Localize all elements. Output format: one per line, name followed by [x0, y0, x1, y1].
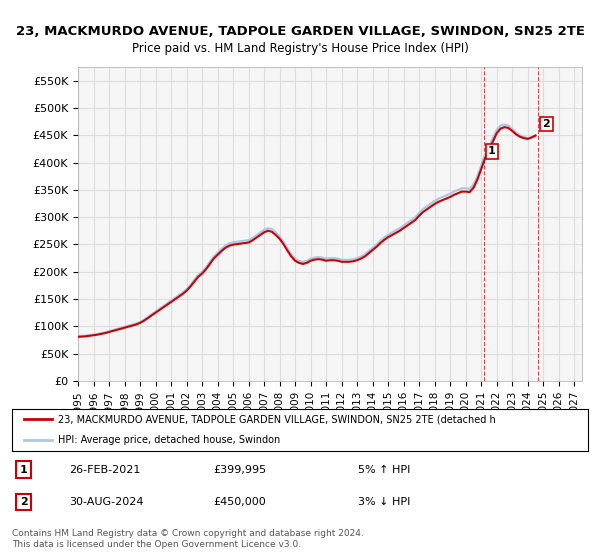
Text: 1: 1 — [488, 147, 496, 156]
Text: 2: 2 — [542, 119, 550, 129]
Text: 30-AUG-2024: 30-AUG-2024 — [70, 497, 144, 507]
Text: Price paid vs. HM Land Registry's House Price Index (HPI): Price paid vs. HM Land Registry's House … — [131, 42, 469, 55]
Text: £450,000: £450,000 — [214, 497, 266, 507]
Text: 1: 1 — [20, 465, 28, 475]
Text: 23, MACKMURDO AVENUE, TADPOLE GARDEN VILLAGE, SWINDON, SN25 2TE: 23, MACKMURDO AVENUE, TADPOLE GARDEN VIL… — [16, 25, 584, 38]
Text: 26-FEB-2021: 26-FEB-2021 — [70, 465, 141, 475]
Text: 2: 2 — [20, 497, 28, 507]
Text: HPI: Average price, detached house, Swindon: HPI: Average price, detached house, Swin… — [58, 435, 280, 445]
Text: 5% ↑ HPI: 5% ↑ HPI — [358, 465, 410, 475]
Text: Contains HM Land Registry data © Crown copyright and database right 2024.
This d: Contains HM Land Registry data © Crown c… — [12, 529, 364, 549]
Text: £399,995: £399,995 — [214, 465, 267, 475]
Text: 3% ↓ HPI: 3% ↓ HPI — [358, 497, 410, 507]
Text: 23, MACKMURDO AVENUE, TADPOLE GARDEN VILLAGE, SWINDON, SN25 2TE (detached h: 23, MACKMURDO AVENUE, TADPOLE GARDEN VIL… — [58, 414, 496, 424]
